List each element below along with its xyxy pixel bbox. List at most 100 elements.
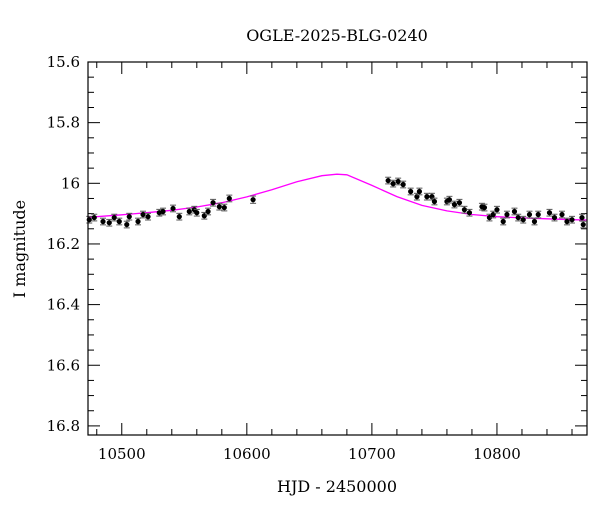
data-point [226,194,233,203]
data-point [385,176,392,185]
data-point [106,218,113,227]
point-marker [408,188,414,195]
data-point [390,179,397,188]
point-marker [535,211,541,218]
data-point [91,213,98,222]
point-marker [221,204,227,211]
point-marker [160,208,166,215]
data-point [503,210,510,219]
y-axis-label: I magnitude [10,200,29,298]
data-point [511,207,518,216]
point-marker [226,195,232,202]
data-point [123,220,130,229]
data-point [461,205,468,214]
point-marker [416,188,423,195]
plot-frame [87,61,588,436]
point-marker [210,200,216,206]
chart-title: OGLE-2025-BLG-0240 [246,26,428,45]
data-point [431,197,438,206]
x-tick-label: 10700 [348,445,396,463]
point-marker [446,197,453,203]
point-marker [511,208,518,215]
point-marker [140,211,146,218]
x-tick-label: 10500 [98,445,146,463]
y-tick-label: 15.8 [47,114,80,132]
data-point [563,217,570,226]
data-point [395,177,402,186]
point-marker [395,178,401,185]
model-curve-group [87,173,588,221]
point-marker [431,198,438,205]
data-point [500,217,507,226]
axis-ticks: 10500 10600 10700 10800 15.6 15.8 16 16.2 16.4 16… [47,53,587,463]
point-marker [201,213,207,219]
point-marker [91,214,97,221]
y-tick-label: 15.6 [47,53,80,71]
data-point [193,208,200,217]
data-point [135,217,142,226]
data-point [423,192,430,201]
point-marker [500,218,506,225]
point-marker [466,210,473,216]
point-marker [111,214,117,221]
point-marker [456,200,463,206]
point-marker [486,214,493,221]
point-marker [216,204,222,210]
point-marker [526,211,533,218]
data-point [568,215,575,224]
data-point [407,187,414,196]
point-marker [564,218,570,225]
data-point [451,200,458,209]
point-marker [170,205,176,212]
data-point [546,208,553,217]
point-marker [385,177,391,184]
data-point [481,203,488,212]
point-marker [451,201,458,208]
data-point [145,212,152,221]
point-marker [461,207,468,213]
point-marker [186,208,192,215]
point-marker [176,214,182,220]
y-tick-label: 16.6 [47,356,80,374]
point-marker [205,208,211,215]
point-marker [145,214,151,220]
point-marker [126,214,132,220]
point-marker [520,217,526,223]
point-marker [124,221,130,228]
data-point [551,213,558,222]
data-point [221,203,228,212]
data-point [400,180,407,189]
point-marker [414,194,420,200]
data-point [466,208,473,217]
data-point [111,213,118,222]
point-marker [194,210,200,216]
point-marker [531,218,538,225]
x-axis-label: HJD - 2450000 [277,477,397,496]
data-point [205,207,212,216]
data-point [515,213,522,222]
point-marker [250,197,256,203]
data-point [116,217,123,226]
data-point [558,210,565,219]
data-points-group [86,176,587,229]
data-point [535,210,542,219]
x-tick-label: 10800 [473,445,521,463]
data-point [140,210,147,219]
data-point [250,195,257,204]
point-marker [580,221,586,228]
data-point [216,202,223,211]
point-marker [515,214,521,221]
point-marker [579,214,585,221]
x-tick-label: 10600 [223,445,271,463]
data-point [493,205,500,214]
data-point [416,187,423,196]
data-point [520,215,527,224]
data-point [580,220,587,229]
point-marker [546,210,553,216]
y-tick-label: 16.8 [47,417,80,435]
data-point [531,217,538,226]
data-point [160,207,167,216]
data-point [526,210,533,219]
point-marker [106,220,112,226]
